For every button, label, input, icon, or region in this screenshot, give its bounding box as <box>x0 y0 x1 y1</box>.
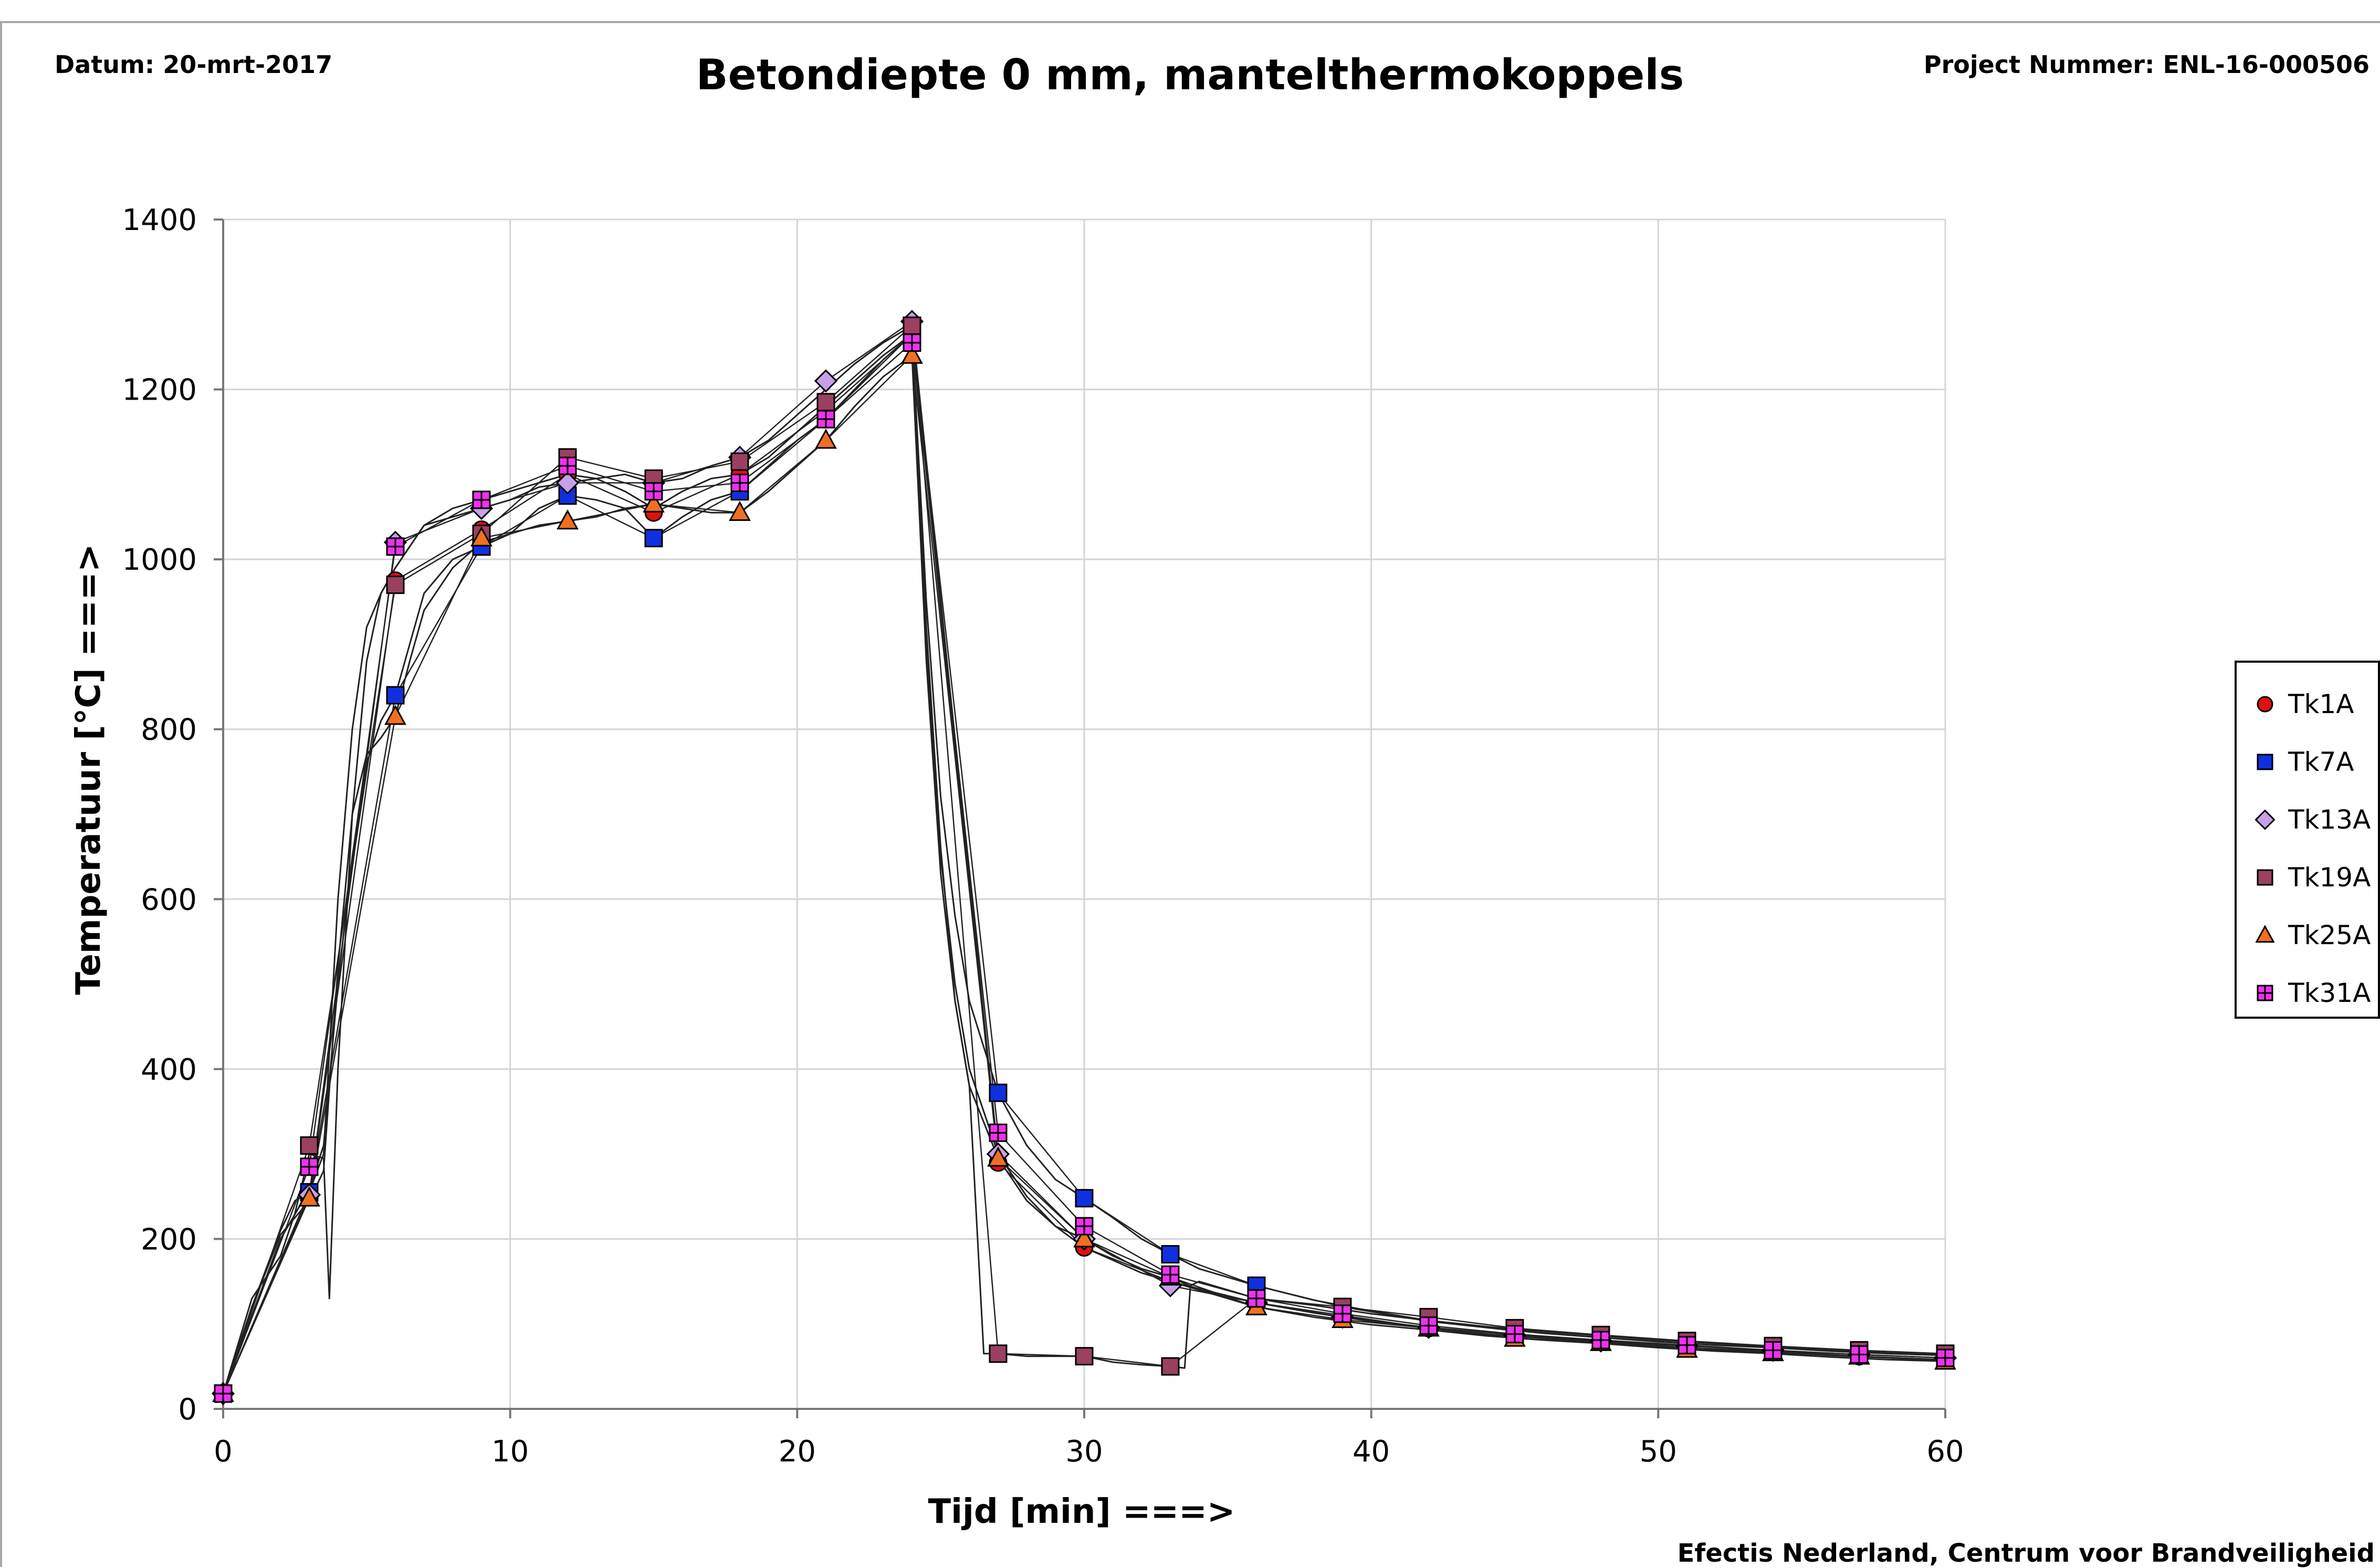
marker-tk31a <box>1850 1345 1869 1364</box>
marker-tk7a <box>1075 1189 1094 1208</box>
marker-tk31a <box>1505 1325 1524 1344</box>
x-tick-label: 10 <box>491 1435 529 1469</box>
report-date: Datum: 20-mrt-2017 <box>55 50 333 79</box>
marker-tk31a <box>1764 1341 1783 1360</box>
page-frame <box>0 21 2380 1567</box>
legend: Tk1A Tk7A Tk13A Tk19A Tk25A Tk31A <box>2235 661 2380 1019</box>
marker-tk31a <box>644 482 663 501</box>
footer-organization: Efectis Nederland, Centrum voor Brandvei… <box>1677 1539 2375 1568</box>
y-tick-label: 400 <box>141 1053 197 1087</box>
marker-tk31a <box>300 1157 319 1176</box>
x-tick-label: 50 <box>1640 1435 1677 1469</box>
legend-marker <box>2255 809 2276 830</box>
marker-tk31a <box>386 537 405 556</box>
legend-item-tk7a: Tk7A <box>2237 733 2378 791</box>
tick-labels: 0 200 400 600 800 1000 1200 1400 0 10 20 30 40 50 60 <box>122 203 1964 1469</box>
circle-marker-icon <box>2257 696 2273 713</box>
marker-tk31a <box>1075 1217 1094 1236</box>
x-tick-label: 30 <box>1065 1435 1103 1469</box>
diamond-marker-icon <box>2255 809 2276 830</box>
y-tick-label: 200 <box>141 1222 197 1257</box>
marker-tk19a <box>816 393 835 412</box>
legend-item-tk19a: Tk19A <box>2237 849 2378 906</box>
marker-tk31a <box>1333 1304 1352 1323</box>
square-marker-icon <box>2257 869 2273 886</box>
marker-tk7a <box>1161 1245 1180 1264</box>
legend-label: Tk7A <box>2288 747 2354 777</box>
marker-tk31a <box>214 1384 233 1403</box>
marker-tk19a <box>989 1344 1008 1363</box>
legend-item-tk1a: Tk1A <box>2237 675 2378 733</box>
legend-marker <box>2257 869 2273 886</box>
marker-tk19a <box>903 316 921 335</box>
marker-tk25a <box>557 509 579 530</box>
marker-tk31a <box>989 1123 1008 1142</box>
marker-tk31a <box>903 333 921 352</box>
x-tick-label: 0 <box>214 1435 233 1469</box>
project-number: Project Nummer: ENL-16-000506 <box>1923 50 2369 79</box>
x-tick-label: 20 <box>779 1435 816 1469</box>
marker-tk25a <box>470 526 492 547</box>
marker-tk13a <box>555 471 580 495</box>
marker-tk7a <box>644 529 663 548</box>
marker-tk31a <box>816 410 835 428</box>
x-tick-label: 40 <box>1352 1435 1390 1469</box>
x-axis-title: Tijd [min] ===> <box>928 1492 1235 1531</box>
marker-tk31a <box>1247 1289 1266 1308</box>
marker-tk25a <box>384 705 406 725</box>
marker-tk25a <box>1073 1227 1095 1248</box>
marker-tk19a <box>730 452 749 471</box>
legend-label: Tk13A <box>2288 804 2371 835</box>
legend-item-tk13a: Tk13A <box>2237 791 2378 849</box>
y-tick-label: 1400 <box>122 203 197 237</box>
x-tick-label: 60 <box>1926 1435 1964 1469</box>
marker-tk31a <box>472 490 491 509</box>
marker-tk25a <box>815 428 837 449</box>
legend-label: Tk31A <box>2288 978 2371 1008</box>
legend-marker <box>2255 925 2275 943</box>
y-tick-label: 600 <box>141 883 197 917</box>
legend-item-tk31a: Tk31A <box>2237 964 2378 1022</box>
marker-tk31a <box>558 456 577 475</box>
marker-tk31a <box>1161 1265 1180 1284</box>
legend-marker <box>2257 985 2273 1001</box>
marker-tk19a <box>1161 1357 1180 1376</box>
legend-item-tk25a: Tk25A <box>2237 906 2378 964</box>
y-tick-label: 800 <box>141 713 197 747</box>
marker-tk31a <box>1936 1349 1955 1367</box>
marker-tk7a <box>386 686 405 705</box>
y-tick-label: 1000 <box>122 543 197 577</box>
plus-square-marker-icon <box>2257 985 2273 1001</box>
marker-tk25a <box>729 500 751 521</box>
triangle-marker-icon <box>2255 925 2275 943</box>
marker-tk19a <box>300 1136 319 1155</box>
y-tick-label: 1200 <box>122 373 197 407</box>
marker-tk25a <box>298 1186 320 1207</box>
marker-tk19a <box>1075 1347 1094 1366</box>
legend-marker <box>2257 754 2273 770</box>
marker-tk25a <box>643 492 665 513</box>
marker-tk13a <box>814 369 838 393</box>
marker-tk31a <box>1677 1336 1696 1355</box>
marker-tk31a <box>1419 1316 1438 1335</box>
marker-tk25a <box>987 1146 1009 1167</box>
y-axis-title: Temperatuur [°C] ===> <box>69 543 108 995</box>
series-markers <box>211 310 1957 1405</box>
marker-tk31a <box>1591 1331 1610 1350</box>
axes <box>214 218 1946 1418</box>
marker-tk25a <box>901 343 923 364</box>
marker-tk19a <box>386 576 405 594</box>
marker-tk7a <box>989 1083 1008 1102</box>
chart-title: Betondiepte 0 mm, mantelthermokoppels <box>696 50 1684 99</box>
marker-tk31a <box>730 474 749 493</box>
y-tick-label: 0 <box>178 1393 197 1427</box>
legend-label: Tk1A <box>2288 689 2354 719</box>
legend-label: Tk19A <box>2288 862 2371 893</box>
legend-label: Tk25A <box>2288 920 2371 950</box>
legend-marker <box>2257 696 2273 713</box>
square-marker-icon <box>2257 754 2273 770</box>
